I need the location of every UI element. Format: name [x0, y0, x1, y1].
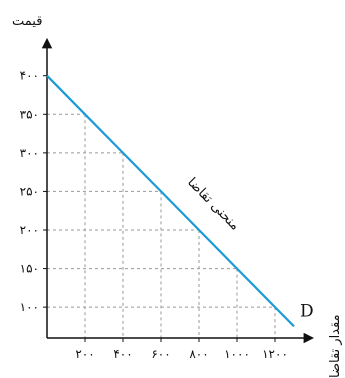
- y-tick-label: ۳۰۰: [20, 146, 39, 160]
- x-tick-label: ۲۰۰: [75, 347, 94, 361]
- y-tick-label: ۲۵۰: [20, 184, 39, 198]
- grid-lines: [47, 113, 276, 338]
- y-tick-label: ۴۰۰: [20, 69, 39, 83]
- x-tick-label: ۸۰۰: [189, 347, 208, 361]
- x-tick-label: ۶۰۰: [151, 347, 170, 361]
- y-tick-label: ۳۵۰: [20, 107, 39, 121]
- y-tick-label: ۲۰۰: [20, 223, 39, 237]
- x-tick-label: ۴۰۰: [113, 347, 132, 361]
- x-axis-label: مقدار تقاضا: [328, 314, 343, 378]
- x-tick-label: ۱۰۰۰: [224, 347, 250, 361]
- y-axis-label: قیمت: [12, 14, 42, 29]
- series-name-d: D: [300, 301, 314, 321]
- series-layer: [46, 74, 295, 328]
- axis-ticks: ۱۰۰ ۱۵۰ ۲۰۰ ۲۵۰ ۳۰۰ ۳۵۰ ۴۰۰ ۲۰۰ ۴۰۰ ۶۰۰ ۸۰۰ ۱۰۰۰ ۱۲۰…: [20, 69, 288, 361]
- demand-curve-line: [46, 74, 295, 328]
- y-tick-label: ۱۰۰: [20, 300, 39, 314]
- x-tick-label: ۱۲۰۰: [262, 347, 288, 361]
- y-tick-label: ۱۵۰: [20, 262, 39, 276]
